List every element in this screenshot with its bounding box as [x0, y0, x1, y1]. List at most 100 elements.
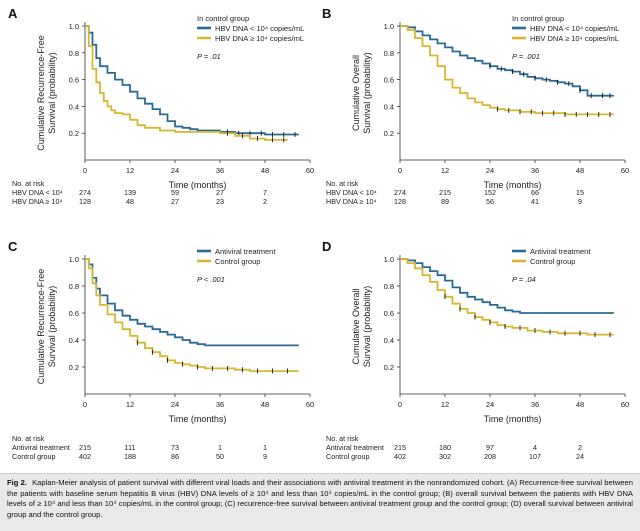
risk-value: 9: [578, 197, 582, 206]
risk-value: 50: [216, 452, 224, 461]
risk-value: 402: [79, 452, 91, 461]
km-curve-2: [400, 258, 614, 336]
p-value: P < .001: [197, 275, 225, 284]
risk-value: 152: [484, 188, 496, 197]
x-tick-label: 0: [83, 166, 87, 175]
risk-value: 27: [171, 197, 179, 206]
risk-value: 86: [171, 452, 179, 461]
risk-value: 7: [263, 188, 267, 197]
risk-value: 24: [576, 452, 584, 461]
risk-value: 111: [125, 443, 136, 452]
risk-row-label: Control group: [326, 452, 370, 461]
legend-label: HBV DNA ≥ 10⁴ copies/mL: [215, 34, 304, 43]
y-axis-title-line: Survival (probability): [362, 286, 372, 368]
y-tick-label: 1.0: [384, 22, 394, 31]
y-tick-label: 0.6: [384, 309, 394, 318]
risk-value: 139: [124, 188, 136, 197]
risk-value: 41: [531, 197, 539, 206]
y-tick-label: 0.4: [69, 336, 79, 345]
risk-value: 48: [126, 197, 134, 206]
risk-value: 274: [79, 188, 91, 197]
y-tick-label: 1.0: [384, 255, 394, 264]
risk-value: 215: [439, 188, 451, 197]
x-tick-label: 48: [261, 166, 269, 175]
p-value: P = .01: [197, 52, 221, 61]
risk-row-label: HBV DNA ≥ 10⁴: [326, 197, 377, 206]
x-tick-label: 60: [306, 166, 314, 175]
risk-value: 1: [263, 443, 267, 452]
y-tick-label: 0.8: [69, 282, 79, 291]
risk-value: 89: [441, 197, 449, 206]
x-tick-label: 48: [576, 400, 584, 409]
x-tick-label: 0: [83, 400, 87, 409]
risk-row-label: Control group: [12, 452, 56, 461]
risk-table-title: No. at risk: [12, 179, 45, 188]
panel-letter: D: [322, 239, 331, 254]
y-axis-title-line: Cumulative Overall: [351, 55, 361, 131]
km-curve-1: [400, 258, 614, 314]
x-tick-label: 36: [216, 400, 224, 409]
x-tick-label: 36: [531, 166, 539, 175]
risk-value: 274: [394, 188, 406, 197]
risk-value: 56: [486, 197, 494, 206]
y-axis-title-line: Cumulative Recurrence-Free: [36, 35, 46, 151]
km-curve-1: [400, 25, 614, 97]
y-tick-label: 0.2: [384, 363, 394, 372]
p-value: P = .001: [512, 52, 540, 61]
x-tick-label: 60: [306, 400, 314, 409]
y-tick-label: 0.2: [384, 129, 394, 138]
km-curve-2: [85, 258, 299, 372]
risk-value: 208: [484, 452, 496, 461]
risk-row-label: HBV DNA < 10⁴: [326, 188, 377, 197]
y-tick-label: 0.2: [69, 363, 79, 372]
x-tick-label: 48: [576, 166, 584, 175]
figure-caption: Fig 2. Kaplan-Meier analysis of patient …: [0, 473, 640, 531]
risk-value: 215: [394, 443, 406, 452]
panel-c: C 0.2 0.4 0.6 0.8 1.0 0 12 24 36 48 60 Time (months)…: [8, 239, 314, 461]
panel-a: A 0.2 0.4 0.6 0.8 1.0 0 12 24 36 48 60 Time (months)…: [8, 6, 314, 206]
legend-label: Control group: [215, 257, 260, 266]
risk-table-title: No. at risk: [326, 434, 359, 443]
risk-value: 59: [171, 188, 179, 197]
risk-value: 188: [124, 452, 136, 461]
y-tick-label: 0.8: [69, 49, 79, 58]
y-tick-label: 0.4: [384, 102, 394, 111]
x-tick-label: 24: [171, 400, 179, 409]
risk-value: 180: [439, 443, 451, 452]
risk-value: 73: [171, 443, 179, 452]
y-tick-label: 0.6: [384, 76, 394, 85]
risk-row-label: Antiviral treatment: [326, 443, 384, 452]
x-tick-label: 0: [398, 400, 402, 409]
risk-value: 2: [578, 443, 582, 452]
x-tick-label: 36: [216, 166, 224, 175]
panel-b: B 0.2 0.4 0.6 0.8 1.0 0 12 24 36 48 60 Time (months)…: [322, 6, 629, 206]
x-tick-label: 24: [171, 166, 179, 175]
y-tick-label: 0.6: [69, 309, 79, 318]
risk-value: 1: [218, 443, 222, 452]
x-axis-title: Time (months): [169, 414, 227, 424]
legend-label: HBV DNA < 10⁴ copies/mL: [530, 24, 619, 33]
legend-label: Control group: [530, 257, 575, 266]
risk-row-label: Antiviral treatment: [12, 443, 70, 452]
panel-letter: C: [8, 239, 18, 254]
risk-row-label: HBV DNA ≥ 10⁴: [12, 197, 63, 206]
y-axis-title-line: Survival (probability): [47, 52, 57, 134]
x-axis-title: Time (months): [484, 414, 542, 424]
y-tick-label: 0.2: [69, 129, 79, 138]
risk-value: 4: [533, 443, 537, 452]
panel-letter: A: [8, 6, 18, 21]
risk-value: 215: [79, 443, 91, 452]
y-axis-title-line: Survival (probability): [362, 52, 372, 134]
km-curve-2: [85, 25, 288, 141]
risk-value: 128: [394, 197, 406, 206]
risk-value: 2: [263, 197, 267, 206]
risk-value: 23: [216, 197, 224, 206]
x-tick-label: 12: [126, 166, 134, 175]
legend-label: Antiviral treatment: [530, 247, 591, 256]
x-tick-label: 60: [621, 400, 629, 409]
x-tick-label: 0: [398, 166, 402, 175]
x-axis-title: Time (months): [169, 180, 227, 190]
y-tick-label: 0.8: [384, 49, 394, 58]
